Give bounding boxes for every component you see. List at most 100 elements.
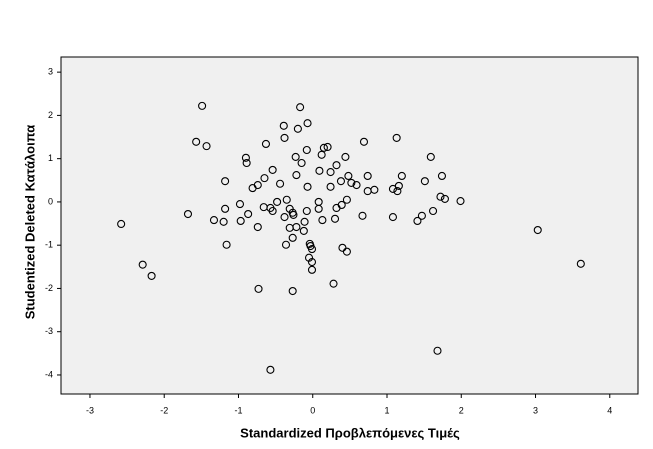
point — [303, 119, 312, 128]
point — [359, 137, 369, 146]
point — [392, 133, 401, 142]
x-tick-label: -2 — [160, 405, 168, 415]
point — [428, 206, 438, 216]
y-tick-label: -1 — [45, 240, 53, 250]
x-tick-label: -3 — [86, 405, 94, 415]
point — [289, 210, 298, 219]
point — [291, 152, 300, 161]
point — [248, 184, 257, 193]
point — [393, 187, 402, 196]
point — [292, 222, 301, 232]
point — [300, 217, 309, 226]
point — [319, 143, 328, 152]
point — [293, 124, 302, 133]
point — [235, 200, 245, 209]
y-axis-title: Studentized Deleted Κατάλοιπα — [22, 125, 37, 320]
point — [533, 225, 542, 235]
point — [388, 184, 397, 193]
point — [307, 265, 317, 274]
point — [299, 226, 308, 235]
point — [288, 286, 297, 296]
point — [318, 216, 327, 225]
point — [397, 171, 406, 181]
y-tick-label: 0 — [48, 196, 53, 206]
point — [326, 168, 335, 177]
point — [273, 197, 282, 206]
point — [268, 206, 277, 216]
y-tick-label: 3 — [48, 67, 53, 77]
point — [279, 121, 288, 130]
point — [192, 137, 201, 146]
point — [323, 142, 332, 152]
point — [326, 182, 335, 191]
point — [352, 181, 361, 190]
point — [202, 142, 211, 151]
point — [576, 259, 585, 268]
point — [219, 217, 228, 226]
x-tick-label: 3 — [533, 405, 538, 415]
point — [336, 177, 346, 186]
point — [282, 195, 291, 204]
point — [266, 365, 275, 374]
x-tick-label: 1 — [384, 405, 389, 415]
x-tick-label: 2 — [459, 405, 464, 415]
point — [413, 216, 422, 226]
point — [433, 346, 442, 355]
y-tick-label: -4 — [45, 369, 53, 379]
point — [363, 187, 372, 196]
point — [437, 171, 447, 181]
point — [388, 213, 397, 222]
point — [138, 260, 147, 269]
point — [315, 166, 324, 175]
point — [183, 209, 193, 219]
point — [344, 171, 353, 181]
point — [253, 222, 262, 232]
point — [296, 103, 305, 112]
point — [330, 214, 340, 223]
point — [280, 213, 289, 222]
point — [276, 179, 285, 188]
point — [221, 204, 230, 213]
point — [302, 145, 311, 155]
point — [426, 152, 435, 161]
y-tick-label: -3 — [45, 326, 53, 336]
point — [342, 247, 351, 256]
point — [358, 211, 367, 220]
x-tick-label: 0 — [310, 405, 315, 415]
point — [332, 161, 341, 170]
x-tick-label: -1 — [234, 405, 242, 415]
point — [209, 216, 219, 225]
point — [303, 182, 312, 191]
point — [292, 171, 301, 180]
point — [347, 178, 356, 187]
point — [297, 158, 306, 168]
point — [280, 133, 289, 142]
y-tick-label: -2 — [45, 283, 53, 293]
y-tick-label: 2 — [48, 110, 53, 120]
point — [244, 209, 253, 219]
point — [342, 195, 351, 204]
plot-area — [60, 56, 639, 395]
x-axis-title: Standardized Προβλεπόμενες Τιμές — [240, 425, 460, 440]
point — [417, 211, 426, 220]
point — [307, 258, 317, 267]
point — [260, 174, 269, 183]
point — [221, 177, 230, 186]
y-tick-label: 1 — [48, 153, 53, 163]
point — [302, 206, 311, 216]
point — [254, 284, 263, 293]
point — [337, 200, 346, 210]
point — [281, 240, 291, 249]
point — [241, 153, 250, 162]
point — [363, 171, 372, 181]
point — [440, 194, 449, 203]
point — [341, 152, 350, 161]
point — [242, 158, 251, 168]
point — [314, 204, 323, 213]
point — [329, 279, 338, 288]
point — [147, 271, 156, 280]
point — [456, 197, 465, 206]
point — [288, 233, 297, 242]
point — [236, 216, 245, 226]
